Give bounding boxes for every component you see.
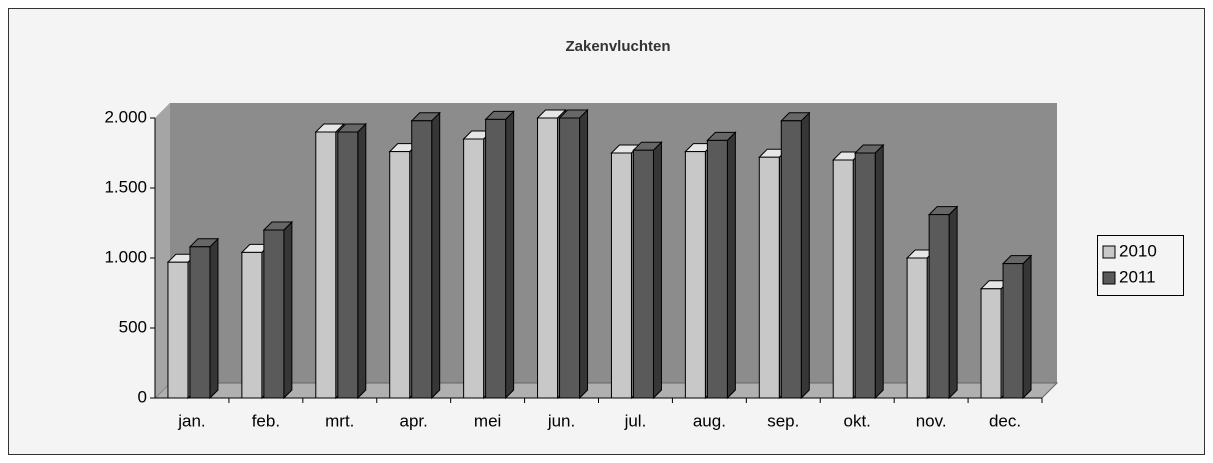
bar-front: [559, 117, 581, 399]
bar-front: [780, 120, 802, 399]
x-tick-label: jan.: [177, 411, 205, 430]
bar-side: [800, 111, 810, 400]
bar-side: [1022, 254, 1032, 400]
legend-label: 2011: [1119, 267, 1156, 286]
bar-front: [485, 118, 507, 399]
side-wall: [155, 103, 170, 398]
bar-front: [411, 120, 433, 399]
bar: [1001, 254, 1033, 400]
x-tick-label: mei: [474, 411, 501, 430]
bar-side: [726, 131, 736, 400]
x-tick-label: sep.: [767, 411, 799, 430]
bar: [558, 108, 589, 400]
chart-title: Zakenvluchten: [565, 38, 670, 55]
bar: [410, 111, 441, 400]
bar-front: [854, 152, 876, 399]
bar-front: [758, 156, 780, 399]
x-tick-label: aug.: [693, 411, 726, 430]
bar-front: [980, 288, 1002, 399]
x-tick-label: okt.: [844, 411, 871, 430]
y-tick-label: 500: [119, 317, 147, 336]
bar: [854, 143, 885, 400]
bar-front: [832, 159, 854, 399]
x-tick-label: apr.: [400, 411, 428, 430]
bar-front: [706, 139, 728, 399]
x-tick-label: jul.: [624, 411, 647, 430]
bar-front: [463, 138, 485, 399]
bar-front: [906, 257, 928, 399]
x-tick-label: feb.: [252, 411, 280, 430]
bar-front: [537, 117, 559, 399]
y-tick-label: 1.000: [104, 247, 147, 266]
bar-side: [505, 110, 515, 400]
bar-front: [632, 149, 654, 399]
bar-side: [579, 108, 589, 400]
bar: [188, 237, 220, 400]
bar-front: [1002, 263, 1024, 399]
legend-swatch: [1102, 245, 1116, 259]
bar-side: [874, 143, 884, 400]
legend-label: 2010: [1119, 241, 1157, 260]
bar: [262, 220, 294, 400]
bar-front: [189, 246, 211, 399]
bar: [927, 205, 959, 400]
bar-side: [357, 122, 367, 400]
bar-front: [389, 151, 411, 399]
x-tick-label: mrt.: [325, 411, 354, 430]
bar: [484, 110, 515, 400]
bar-side: [431, 111, 441, 400]
bar: [780, 111, 811, 400]
y-tick-label: 2.000: [104, 107, 147, 126]
bar-front: [241, 251, 263, 399]
bar-side: [209, 237, 219, 400]
bar-side: [652, 140, 662, 400]
bar-side: [283, 220, 293, 400]
bar-side: [948, 205, 958, 400]
bar: [632, 140, 663, 400]
x-tick-label: dec.: [989, 411, 1021, 430]
bar-front: [928, 214, 950, 399]
bar-front: [315, 131, 337, 399]
y-tick-label: 0: [138, 387, 147, 406]
bar-front: [337, 131, 359, 399]
bar-front: [684, 151, 706, 399]
bar-front: [167, 261, 189, 399]
bar-front: [610, 152, 632, 399]
bar: [706, 131, 737, 400]
x-tick-label: nov.: [916, 411, 947, 430]
x-tick-label: jun.: [547, 411, 575, 430]
bar-front: [263, 229, 285, 399]
y-tick-label: 1.500: [104, 177, 147, 196]
legend-swatch: [1102, 271, 1116, 285]
bar: [336, 122, 367, 400]
